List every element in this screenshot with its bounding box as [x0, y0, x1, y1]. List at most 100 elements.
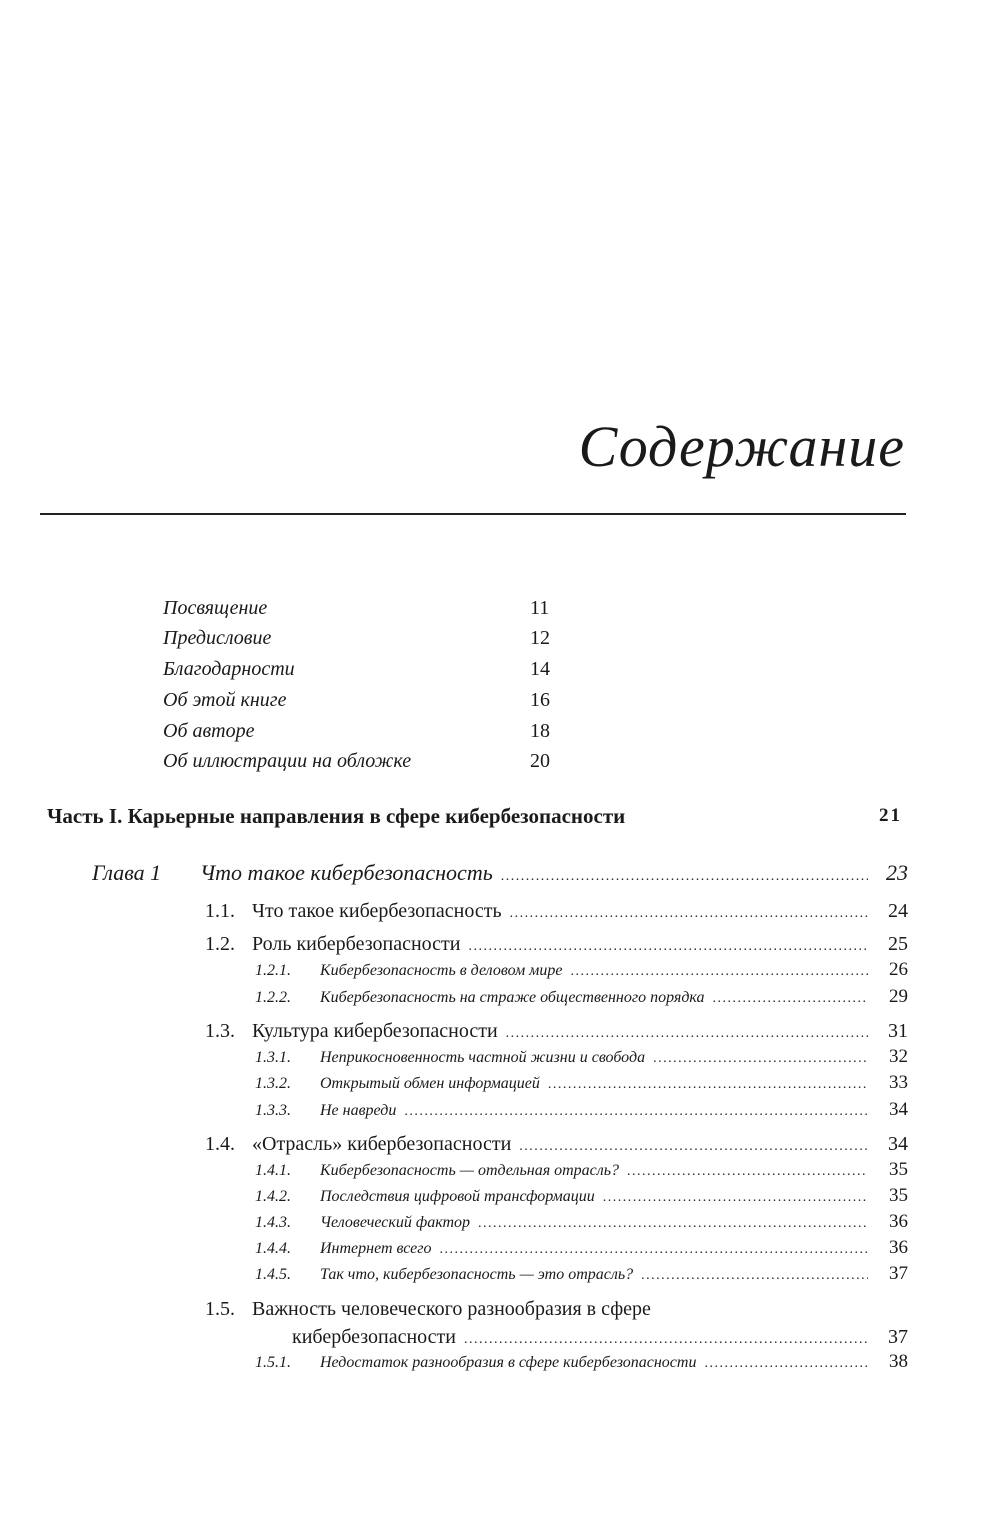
toc-section[interactable]: 1.5. Важность человеческого разнообразия … [205, 1297, 908, 1321]
section-title: «Отрасль» кибербезопасности [252, 1133, 512, 1155]
toc-page-number: 37 [888, 1326, 908, 1348]
toc-front-item[interactable]: Благодарности [163, 658, 295, 680]
toc-subsection[interactable]: 1.5.1. Недостаток разнообразия в сфере ки… [255, 1351, 908, 1375]
subsection-number: 1.5.1. [255, 1354, 291, 1371]
subsection-number: 1.4.4. [255, 1240, 291, 1257]
toc-subsection[interactable]: 1.4.4. Интернет всего 36 [255, 1237, 908, 1261]
toc-chapter[interactable]: Глава 1 Что такое кибербезопасность 23 [92, 860, 908, 890]
section-number: 1.5. [205, 1298, 235, 1320]
toc-page-number: 36 [889, 1237, 908, 1258]
toc-page-number: 16 [530, 689, 550, 711]
chapter-number: Глава 1 [92, 860, 162, 885]
section-number: 1.4. [205, 1133, 235, 1155]
section-title: Роль кибербезопасности [252, 933, 461, 955]
toc-subsection[interactable]: 1.3.3. Не навреди 34 [255, 1099, 908, 1123]
toc-section[interactable]: 1.1. Что такое кибербезопасность 24 [205, 899, 908, 926]
dot-leader [506, 1022, 868, 1046]
toc-page-number: 29 [889, 986, 908, 1007]
toc-subsection[interactable]: 1.3.2. Открытый обмен информацией 33 [255, 1072, 908, 1096]
section-title: Что такое кибербезопасность [252, 900, 502, 922]
subsection-number: 1.4.5. [255, 1266, 291, 1283]
section-number: 1.3. [205, 1020, 235, 1042]
toc-page-number: 37 [889, 1263, 908, 1284]
dot-leader [548, 1074, 868, 1096]
toc-subsection[interactable]: 1.2.2. Кибербезопасность на страже общест… [255, 986, 908, 1010]
section-title: Культура кибербезопасности [252, 1020, 498, 1042]
toc-page-number: 18 [530, 720, 550, 742]
dot-leader [570, 961, 868, 983]
toc-section-continuation[interactable]: кибербезопасности 37 [292, 1325, 908, 1352]
toc-page-number: 38 [889, 1351, 908, 1372]
subsection-title: Кибербезопасность на страже общественног… [320, 989, 705, 1006]
toc-page-number: 33 [889, 1072, 908, 1093]
dot-leader [603, 1187, 868, 1209]
subsection-number: 1.4.1. [255, 1162, 291, 1179]
dot-leader [704, 1353, 868, 1375]
toc-page-number: 32 [889, 1046, 908, 1067]
section-number: 1.2. [205, 933, 235, 955]
subsection-title: Интернет всего [320, 1240, 432, 1257]
toc-section[interactable]: 1.4. «Отрасль» кибербезопасности 34 [205, 1132, 908, 1159]
toc-subsection[interactable]: 1.2.1. Кибербезопасность в деловом мире 26 [255, 959, 908, 983]
toc-page-number: 23 [886, 860, 908, 885]
dot-leader [478, 1213, 868, 1235]
subsection-number: 1.4.2. [255, 1188, 291, 1205]
toc-page-number: 35 [889, 1185, 908, 1206]
subsection-title: Так что, кибербезопасность — это отрасль… [320, 1266, 634, 1283]
dot-leader [641, 1265, 868, 1287]
toc-page-number: 11 [530, 597, 550, 619]
toc-subsection[interactable]: 1.4.1. Кибербезопасность — отдельная отра… [255, 1159, 908, 1183]
subsection-number: 1.2.1. [255, 962, 291, 979]
chapter-title: Что такое кибербезопасность [200, 860, 493, 885]
dot-leader [464, 1328, 868, 1352]
toc-page-number: 31 [888, 1020, 908, 1042]
section-title-continuation: кибербезопасности [292, 1326, 457, 1348]
toc-part-heading[interactable]: Часть I. Карьерные направления в сфере к… [47, 804, 626, 828]
toc-page-number: 12 [530, 627, 550, 649]
subsection-number: 1.4.3. [255, 1214, 291, 1231]
subsection-title: Кибербезопасность — отдельная отрасль? [320, 1162, 620, 1179]
subsection-title: Человеческий фактор [320, 1214, 471, 1231]
dot-leader [404, 1101, 868, 1123]
subsection-title: Открытый обмен информацией [320, 1075, 540, 1092]
section-number: 1.1. [205, 900, 235, 922]
subsection-number: 1.3.2. [255, 1075, 291, 1092]
toc-page-number: 36 [889, 1211, 908, 1232]
title-rule [40, 513, 906, 515]
toc-page-number: 35 [889, 1159, 908, 1180]
toc-section[interactable]: 1.3. Культура кибербезопасности 31 [205, 1019, 908, 1046]
toc-page-number: 25 [888, 933, 908, 955]
dot-leader [440, 1239, 869, 1261]
toc-section[interactable]: 1.2. Роль кибербезопасности 25 [205, 932, 908, 959]
dot-leader [519, 1135, 868, 1159]
toc-page-number: 14 [530, 658, 550, 680]
subsection-title: Кибербезопасность в деловом мире [320, 962, 563, 979]
toc-front-item[interactable]: Об иллюстрации на обложке [163, 750, 412, 772]
toc-page-number: 26 [889, 959, 908, 980]
dot-leader [501, 864, 868, 890]
page-title: Содержание [578, 414, 905, 479]
subsection-number: 1.2.2. [255, 989, 291, 1006]
dot-leader [627, 1161, 868, 1183]
dot-leader [510, 902, 868, 926]
toc-front-item[interactable]: Посвящение [163, 597, 268, 619]
toc-front-item[interactable]: Об этой книге [163, 689, 287, 711]
subsection-title: Неприкосновенность частной жизни и свобо… [320, 1049, 646, 1066]
dot-leader [468, 935, 868, 959]
toc-page-number: 34 [888, 1133, 908, 1155]
subsection-title: Не навреди [320, 1102, 397, 1119]
toc-page-number: 24 [888, 900, 908, 922]
subsection-title: Последствия цифровой трансформации [320, 1188, 595, 1205]
dot-leader [653, 1048, 868, 1070]
toc-subsection[interactable]: 1.4.3. Человеческий фактор 36 [255, 1211, 908, 1235]
dot-leader [713, 988, 868, 1010]
subsection-number: 1.3.1. [255, 1049, 291, 1066]
toc-page-number: 34 [889, 1099, 908, 1120]
toc-subsection[interactable]: 1.4.2. Последствия цифровой трансформации… [255, 1185, 908, 1209]
subsection-number: 1.3.3. [255, 1102, 291, 1119]
toc-subsection[interactable]: 1.3.1. Неприкосновенность частной жизни и… [255, 1046, 908, 1070]
toc-front-item[interactable]: Об авторе [163, 720, 255, 742]
toc-front-item[interactable]: Предисловие [163, 627, 272, 649]
toc-subsection[interactable]: 1.4.5. Так что, кибербезопасность — это о… [255, 1263, 908, 1287]
toc-page-number: 20 [530, 750, 550, 772]
